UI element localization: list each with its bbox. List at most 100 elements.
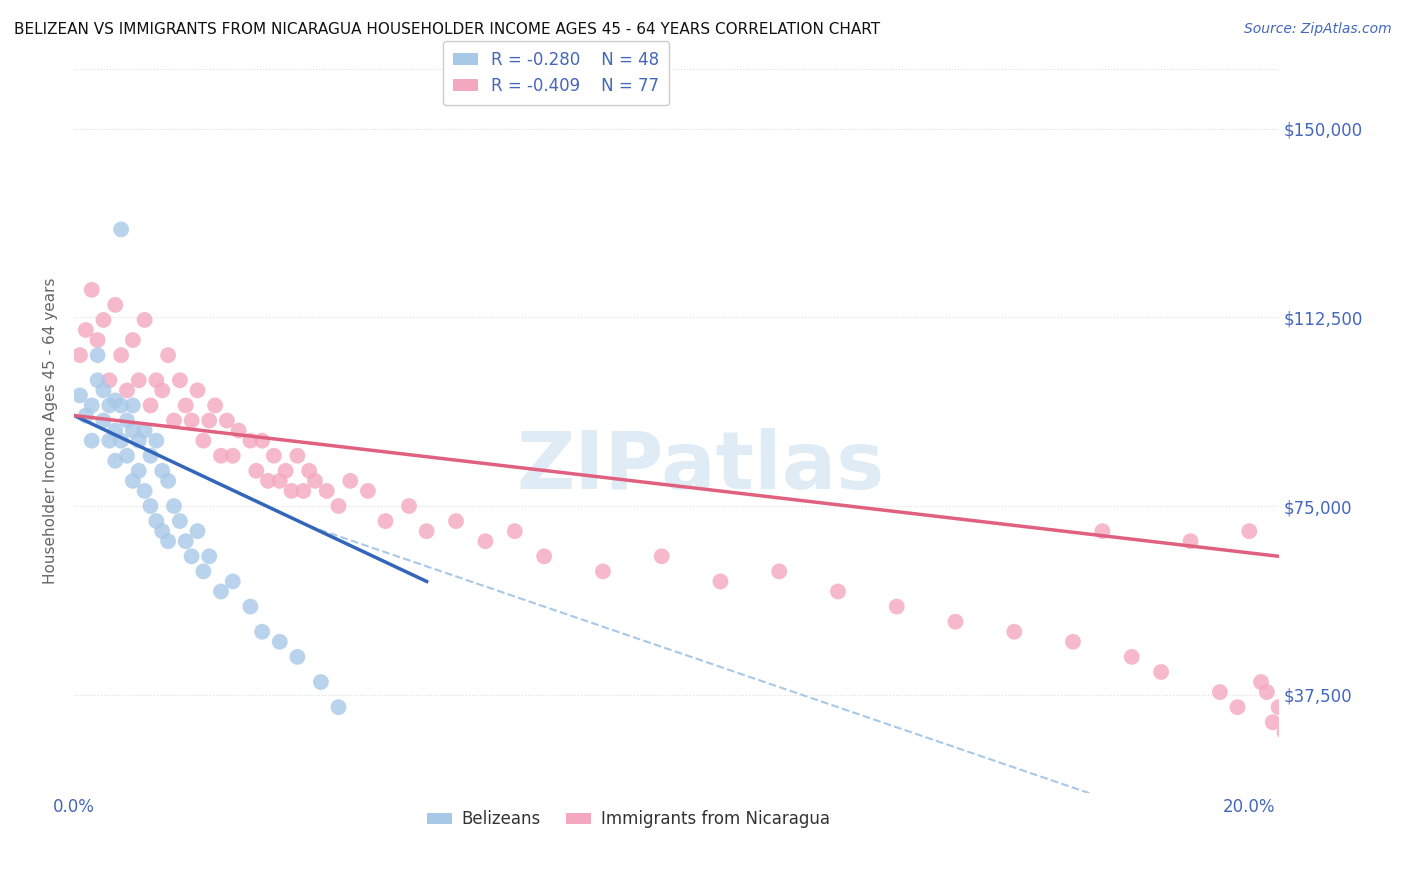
Point (145, 373, 167, 387)
Point (104, 454, 127, 468)
Point (444, 514, 467, 528)
Point (357, 483, 380, 498)
Point (163, 499, 186, 513)
Point (1309, 549, 1331, 564)
Point (186, 384, 208, 398)
Point (198, 549, 221, 564)
Point (128, 464, 150, 478)
Point (98, 434, 121, 448)
Point (239, 434, 262, 448)
Point (222, 574, 245, 589)
Point (86, 333, 108, 347)
Point (1239, 524, 1261, 538)
Point (80, 434, 103, 448)
Point (157, 474, 180, 488)
Point (98, 399, 121, 413)
Point (945, 615, 967, 629)
Point (651, 549, 673, 564)
Point (115, 413, 138, 427)
Point (1150, 665, 1173, 679)
Point (222, 449, 245, 463)
Point (1250, 675, 1272, 690)
Point (128, 373, 150, 387)
Point (186, 524, 208, 538)
Point (180, 413, 202, 427)
Point (121, 399, 143, 413)
Point (157, 534, 180, 549)
Point (1279, 710, 1302, 724)
Point (69, 388, 91, 402)
Point (1062, 634, 1084, 648)
Point (827, 584, 849, 599)
Point (93, 384, 115, 398)
Point (145, 514, 167, 528)
Point (228, 424, 250, 438)
Point (315, 483, 337, 498)
Point (209, 584, 232, 599)
Point (292, 483, 315, 498)
Point (134, 483, 156, 498)
Point (374, 514, 396, 528)
Point (115, 384, 138, 398)
Point (298, 464, 321, 478)
Point (93, 413, 115, 427)
Point (169, 514, 191, 528)
Point (134, 424, 156, 438)
Point (269, 634, 291, 648)
Text: ZIPatlas: ZIPatlas (516, 428, 884, 506)
Point (1180, 534, 1202, 549)
Y-axis label: Householder Income Ages 45 - 64 years: Householder Income Ages 45 - 64 years (44, 277, 58, 584)
Point (1226, 700, 1249, 714)
Point (139, 449, 162, 463)
Point (93, 313, 115, 327)
Point (245, 464, 267, 478)
Point (104, 424, 127, 438)
Point (134, 313, 156, 327)
Point (128, 434, 150, 448)
Point (198, 413, 221, 427)
Point (163, 413, 186, 427)
Point (169, 373, 191, 387)
Point (263, 449, 285, 463)
Point (1091, 524, 1114, 538)
Point (110, 348, 132, 362)
Point (398, 499, 420, 513)
Point (115, 449, 138, 463)
Point (174, 399, 197, 413)
Point (503, 524, 526, 538)
Point (1209, 685, 1232, 699)
Point (180, 549, 202, 564)
Point (415, 524, 437, 538)
Legend: Belizeans, Immigrants from Nicaragua: Belizeans, Immigrants from Nicaragua (420, 804, 837, 835)
Point (104, 393, 127, 408)
Point (1256, 685, 1278, 699)
Point (150, 524, 173, 538)
Point (193, 565, 215, 579)
Point (110, 434, 132, 448)
Point (328, 700, 350, 714)
Text: Source: ZipAtlas.com: Source: ZipAtlas.com (1244, 22, 1392, 37)
Point (209, 449, 232, 463)
Point (1285, 735, 1308, 749)
Point (75, 323, 97, 337)
Point (121, 333, 143, 347)
Point (274, 464, 297, 478)
Point (709, 574, 731, 589)
Point (75, 409, 97, 423)
Point (80, 399, 103, 413)
Point (121, 424, 143, 438)
Point (339, 474, 361, 488)
Point (1291, 715, 1313, 730)
Point (309, 675, 332, 690)
Point (174, 534, 197, 549)
Point (768, 565, 790, 579)
Point (533, 549, 555, 564)
Point (328, 499, 350, 513)
Point (250, 624, 273, 639)
Point (280, 483, 302, 498)
Point (121, 474, 143, 488)
Point (110, 399, 132, 413)
Point (304, 474, 326, 488)
Point (215, 413, 238, 427)
Point (86, 373, 108, 387)
